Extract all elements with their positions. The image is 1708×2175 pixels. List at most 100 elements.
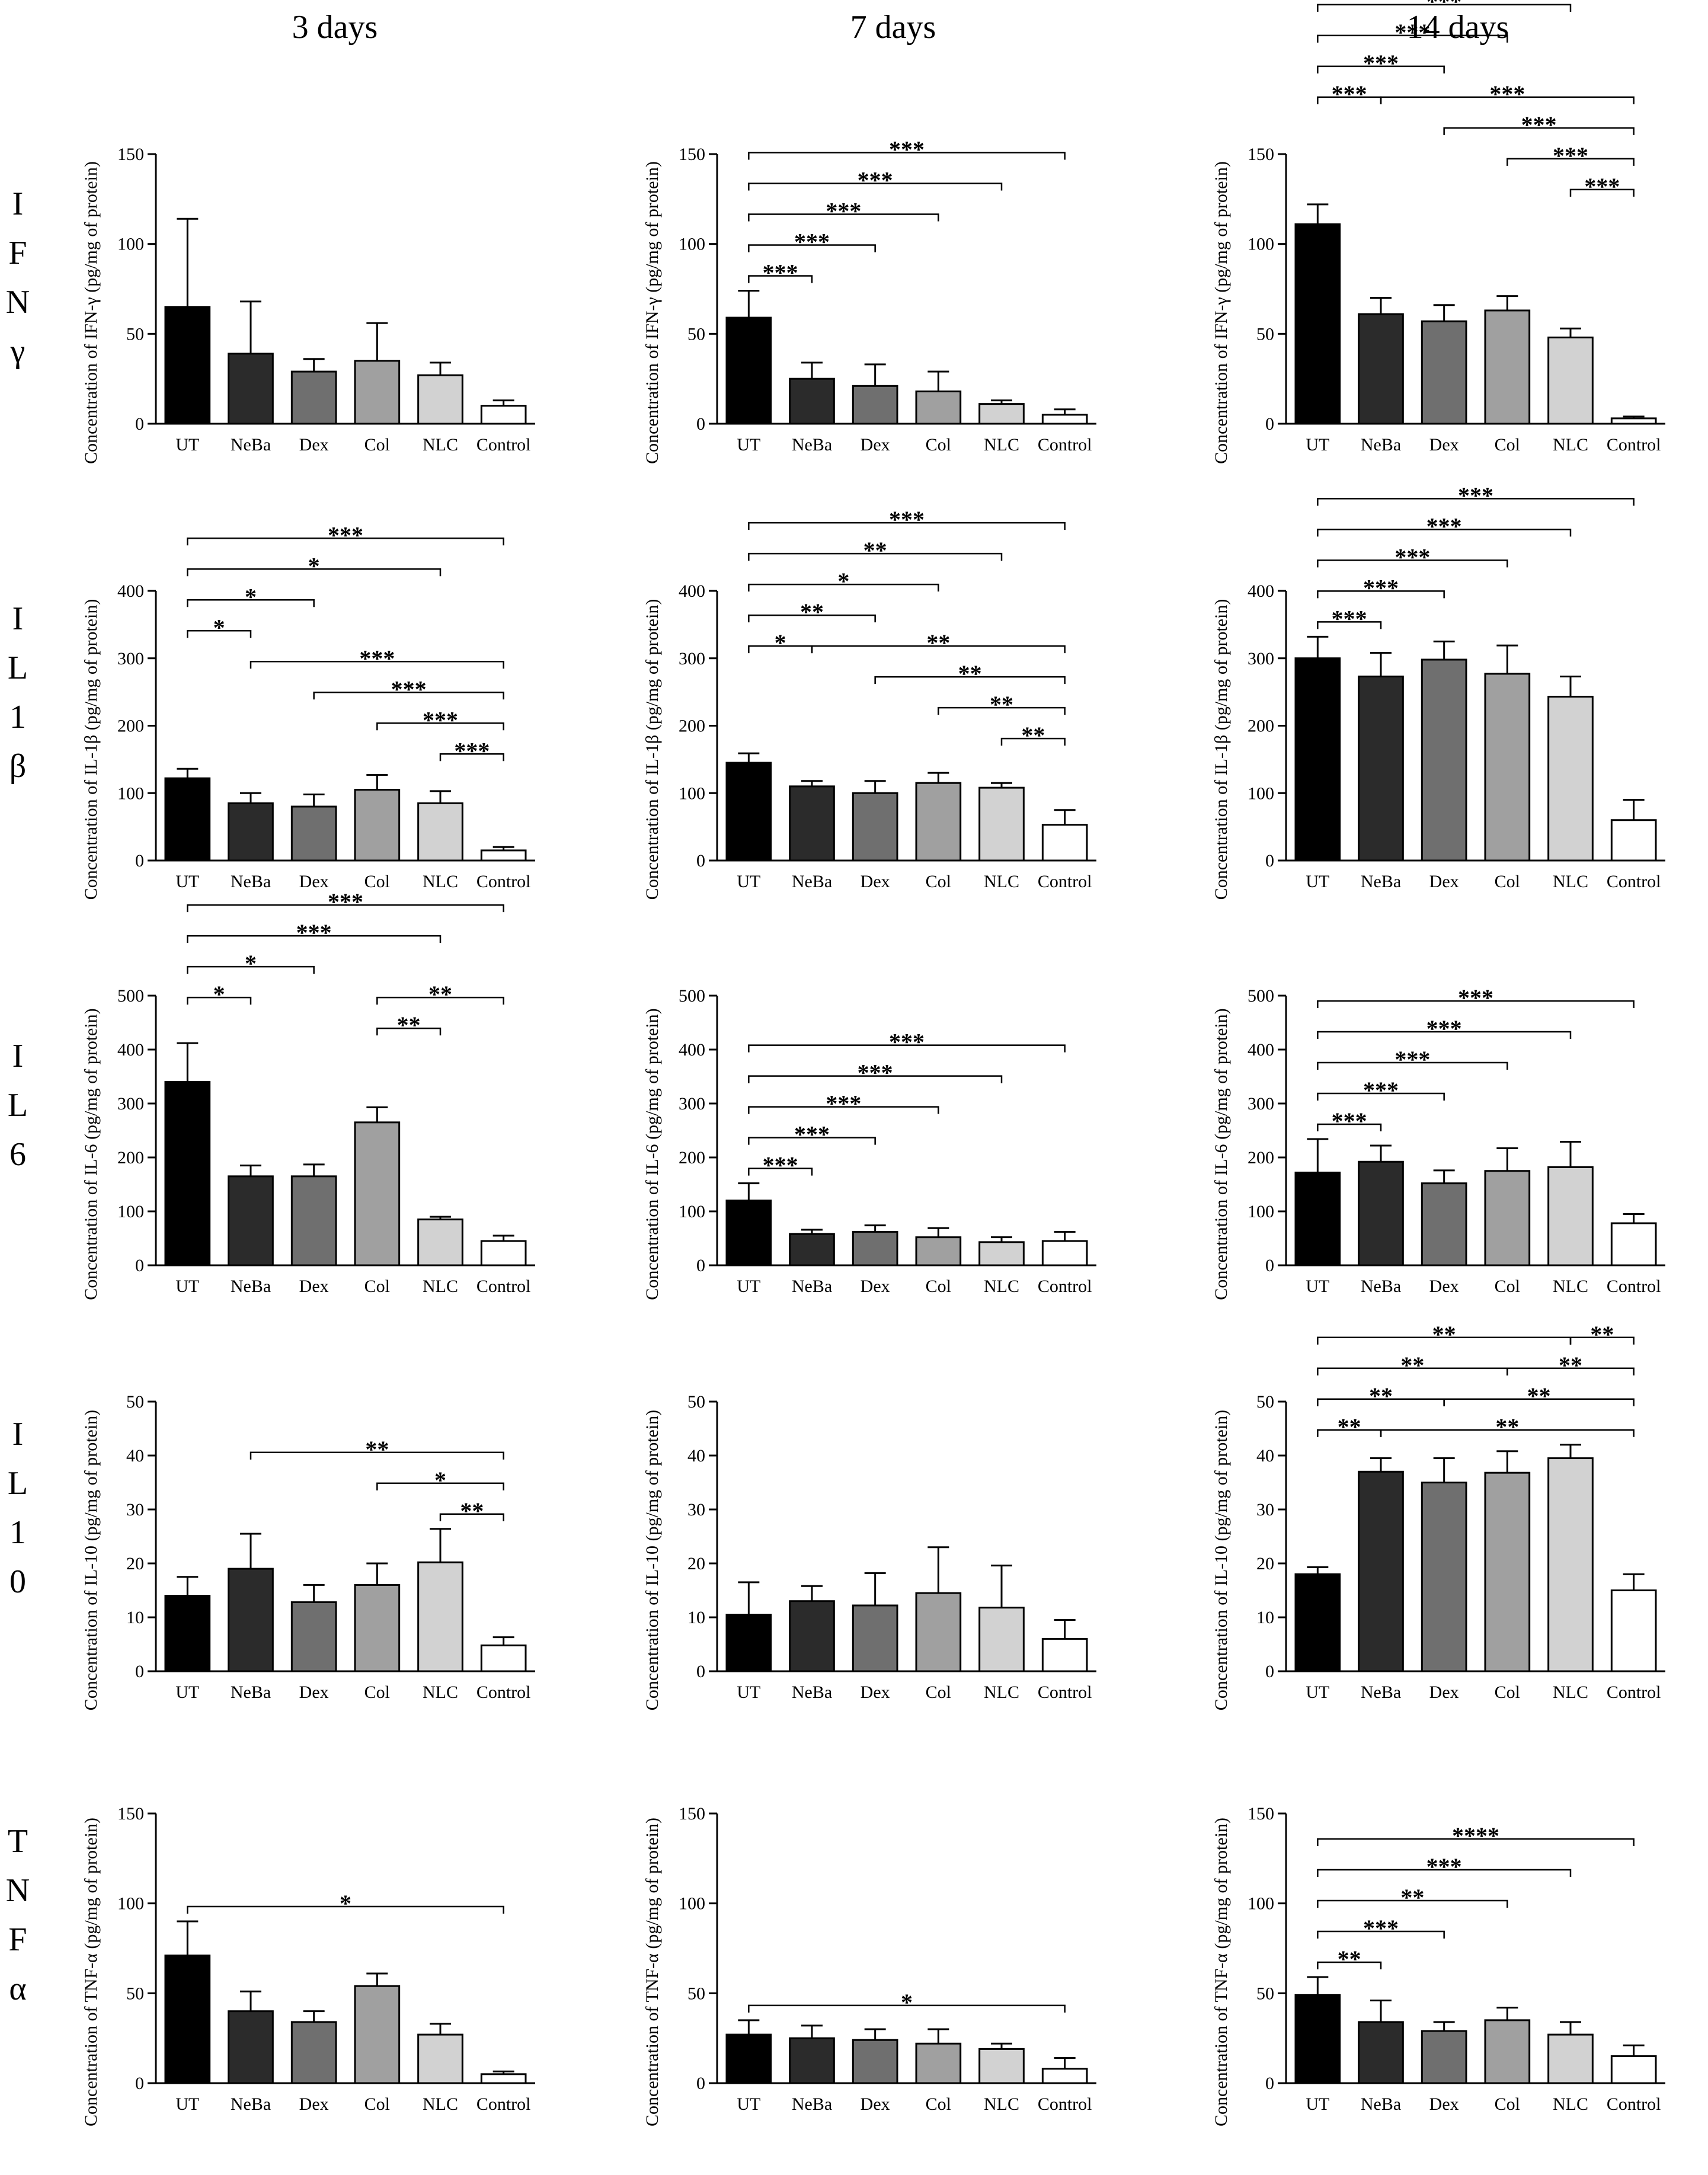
bar-nlc [1547, 696, 1594, 862]
row-label-letter: I [12, 1416, 24, 1453]
row-label-letter: 6 [9, 1136, 26, 1173]
significance-label: *** [296, 919, 332, 946]
bar-col [1484, 2019, 1531, 2084]
significance-bracket [1507, 158, 1635, 166]
significance-label: *** [1584, 173, 1620, 200]
significance-bracket [1317, 529, 1572, 537]
x-category-label: NLC [984, 435, 1019, 455]
significance-label: *** [1394, 19, 1430, 46]
y-tick-label: 300 [1248, 1094, 1274, 1114]
chart-panel: Concentration of IL-6 (pg/mg of protein)… [1211, 984, 1665, 1300]
bar-nlc [978, 2048, 1025, 2084]
significance-label: *** [423, 706, 458, 733]
y-tick-label: 100 [1248, 235, 1274, 254]
y-tick-label: 50 [126, 1392, 144, 1412]
bar-ut [725, 762, 772, 862]
significance-bracket [1000, 737, 1066, 746]
bar-neba [1358, 1470, 1404, 1672]
x-category-label: Col [926, 1683, 951, 1702]
x-category-label: Control [476, 2094, 531, 2114]
y-tick-label: 100 [117, 783, 144, 803]
bar-neba [789, 1233, 835, 1266]
x-category-label: UT [737, 2094, 760, 2114]
y-tick-label: 0 [135, 2074, 144, 2093]
significance-label: *** [794, 1121, 830, 1148]
y-axis-label: Concentration of IFN-γ (pg/mg of protein… [1211, 161, 1231, 464]
x-category-label: Dex [861, 1277, 890, 1296]
bar-nlc [1547, 336, 1594, 425]
chart-panel: Concentration of IFN-γ (pg/mg of protein… [81, 145, 535, 464]
significance-label: ** [958, 660, 982, 687]
y-tick-label: 400 [117, 1040, 144, 1060]
y-tick-label: 150 [117, 1804, 144, 1824]
y-tick-label: 0 [696, 1256, 705, 1275]
y-axis-label: Concentration of TNF-α (pg/mg of protein… [642, 1818, 662, 2126]
bar-dex [290, 1601, 337, 1672]
x-category-label: UT [737, 872, 760, 891]
significance-label: *** [889, 1029, 925, 1055]
y-tick-label: 200 [117, 1148, 144, 1168]
significance-label: ** [800, 599, 824, 625]
bar-control [480, 1644, 527, 1672]
bar-col [1484, 1472, 1531, 1672]
chart-panels: Concentration of IFN-γ (pg/mg of protein… [81, 0, 1665, 2126]
significance-label: ** [990, 691, 1013, 718]
significance-label: *** [359, 645, 395, 671]
y-tick-label: 150 [1248, 145, 1274, 164]
bar-dex [1421, 320, 1467, 425]
row-label-letter: 1 [9, 699, 26, 735]
x-category-label: Dex [299, 872, 329, 891]
bar-col [1484, 1170, 1531, 1266]
y-tick-label: 100 [1248, 1894, 1274, 1914]
bar-ut [725, 1613, 772, 1672]
bar-nlc [417, 374, 463, 425]
significance-bracket [1317, 1031, 1572, 1039]
x-category-label: NLC [423, 872, 458, 891]
x-category-label: Control [476, 1683, 531, 1702]
bar-neba [789, 1600, 835, 1672]
bar-ut [164, 1081, 211, 1266]
significance-bracket [1317, 1092, 1445, 1101]
significance-bracket [1507, 1367, 1635, 1376]
significance-bracket [748, 1168, 813, 1176]
significance-bracket [1380, 1429, 1635, 1437]
y-tick-label: 400 [1248, 1040, 1274, 1060]
bar-ut [725, 1200, 772, 1266]
bar-control [1041, 1240, 1088, 1266]
significance-label: * [213, 981, 225, 1007]
bar-neba [228, 353, 274, 425]
bar-neba [228, 802, 274, 862]
row-label-letter: L [8, 1087, 28, 1124]
x-category-label: NeBa [1361, 2094, 1401, 2114]
x-category-label: Col [1495, 872, 1520, 891]
significance-bracket [1443, 1398, 1635, 1406]
bar-neba [228, 1175, 274, 1266]
significance-label: * [308, 552, 320, 579]
x-category-label: Dex [1429, 435, 1459, 455]
significance-label: *** [1332, 1108, 1367, 1134]
bar-dex [1421, 1482, 1467, 1672]
bar-dex [1421, 658, 1467, 862]
significance-label: * [434, 1467, 446, 1493]
chart-panel: Concentration of IL-1β (pg/mg of protein… [81, 522, 535, 900]
bar-control [1610, 2055, 1657, 2084]
y-tick-label: 30 [1256, 1500, 1274, 1520]
y-tick-label: 200 [1248, 717, 1274, 736]
significance-bracket [1317, 1961, 1382, 1970]
y-tick-label: 10 [1256, 1608, 1274, 1627]
bar-col [915, 782, 962, 862]
y-axis-label: Concentration of TNF-α (pg/mg of protein… [1211, 1818, 1231, 2126]
significance-bracket [1380, 96, 1635, 104]
y-tick-label: 0 [1265, 1256, 1274, 1275]
significance-label: ** [1590, 1321, 1614, 1348]
bar-ut [725, 316, 772, 425]
x-category-label: Control [1038, 435, 1092, 455]
significance-label: *** [1363, 574, 1399, 601]
significance-bracket [1317, 1061, 1508, 1070]
significance-label: *** [1394, 543, 1430, 570]
y-tick-label: 0 [135, 414, 144, 434]
significance-bracket [439, 1513, 504, 1521]
x-category-label: Control [1607, 1277, 1661, 1296]
significance-label: *** [889, 506, 925, 533]
y-tick-label: 150 [1248, 1804, 1274, 1824]
